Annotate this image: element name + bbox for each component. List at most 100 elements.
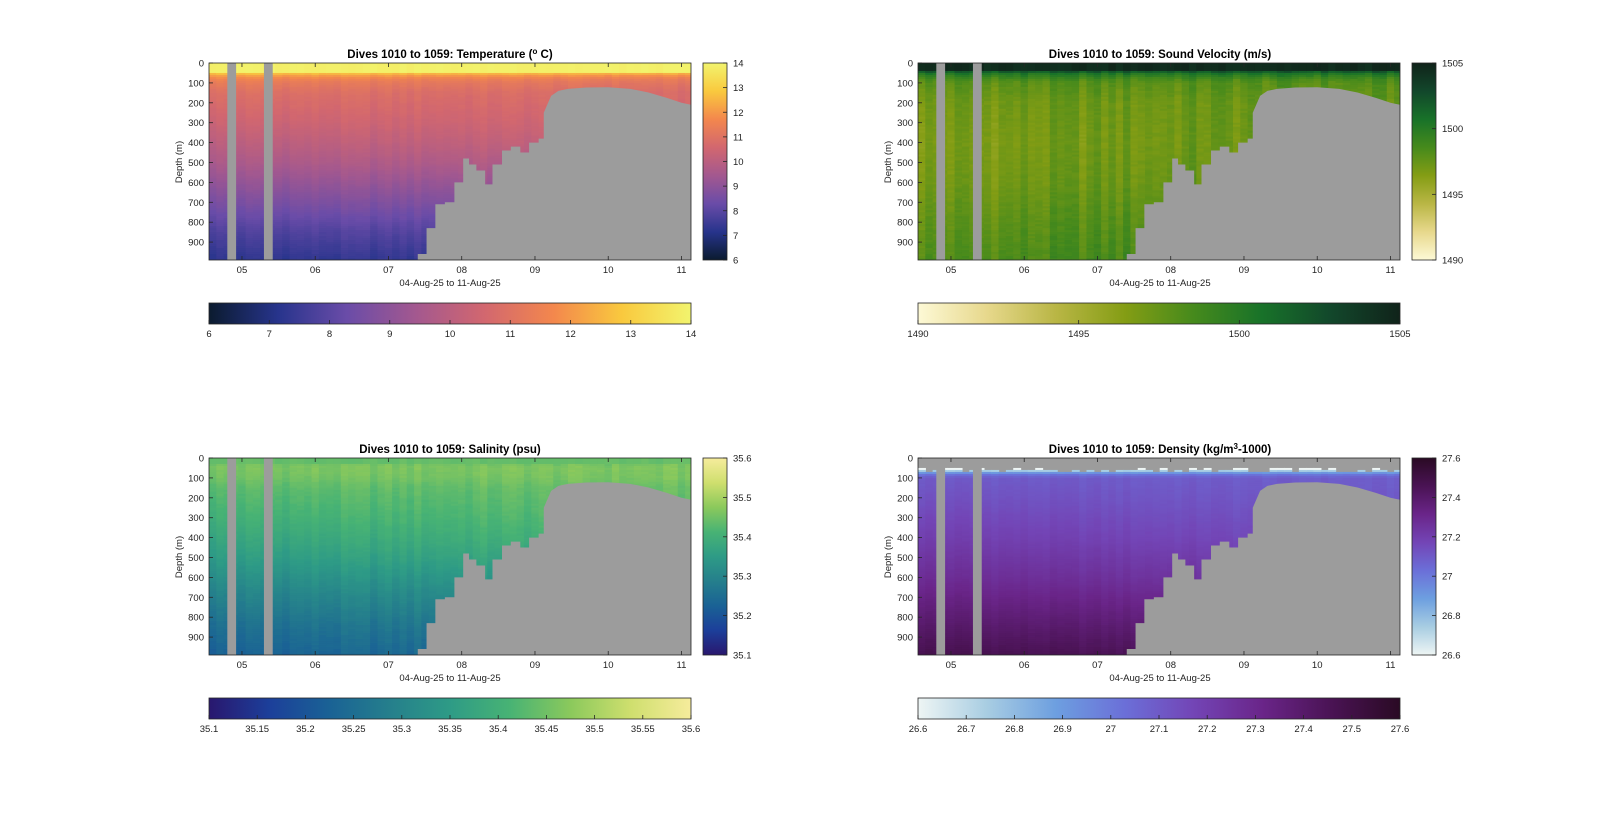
section-cell: [399, 84, 408, 88]
section-cell: [355, 92, 364, 96]
section-cell: [494, 68, 503, 72]
section-cell: [465, 94, 474, 98]
section-cell: [421, 238, 430, 241]
section-cell: [421, 172, 430, 176]
section-cell: [304, 192, 313, 195]
section-cell: [333, 176, 342, 180]
section-cell: [370, 158, 379, 162]
section-cell: [494, 74, 503, 78]
section-cell: [487, 80, 496, 84]
section-cell: [333, 172, 342, 176]
section-cell: [472, 92, 481, 96]
section-cell: [443, 104, 452, 108]
section-cell: [209, 242, 217, 245]
section-cell: [326, 244, 335, 247]
section-cell: [414, 250, 423, 253]
section-cell: [487, 182, 496, 185]
section-cell: [472, 158, 481, 162]
section-cell: [428, 100, 437, 104]
section-cell: [502, 100, 510, 104]
section-cell: [362, 222, 371, 225]
section-cell: [252, 226, 261, 229]
section-cell: [245, 76, 254, 80]
section-cell: [282, 172, 291, 176]
section-cell: [282, 142, 291, 146]
section-cell: [340, 192, 349, 195]
section-cell: [523, 106, 532, 110]
section-cell: [421, 210, 430, 213]
section-cell: [238, 216, 247, 219]
section-cell: [377, 136, 386, 140]
section-cell: [443, 106, 452, 110]
section-cell: [406, 256, 415, 259]
section-cell: [509, 66, 518, 70]
section-cell: [216, 238, 225, 241]
section-cell: [421, 192, 430, 195]
section-cell: [377, 212, 386, 215]
section-cell: [282, 84, 291, 88]
section-cell: [355, 122, 364, 126]
section-cell: [502, 72, 510, 76]
section-cell: [567, 78, 576, 82]
section-cell: [421, 94, 430, 98]
section-cell: [340, 88, 349, 92]
section-cell: [436, 110, 445, 114]
section-cell: [289, 210, 298, 213]
section-cell: [245, 126, 254, 130]
section-cell: [216, 122, 225, 126]
section-cell: [406, 162, 415, 166]
section-cell: [304, 142, 313, 146]
section-cell: [274, 78, 283, 82]
section-cell: [216, 164, 225, 168]
section-cell: [326, 168, 335, 172]
section-cell: [370, 182, 379, 185]
section-cell: [304, 238, 313, 241]
section-cell: [494, 82, 503, 86]
section-cell: [399, 192, 408, 195]
section-cell: [311, 158, 320, 162]
section-cell: [340, 244, 349, 247]
section-cell: [209, 70, 217, 74]
section-cell: [450, 178, 459, 181]
section-cell: [252, 198, 261, 201]
section-cell: [384, 110, 393, 114]
section-cell: [340, 176, 349, 180]
section-cell: [333, 78, 342, 82]
section-cell: [355, 174, 364, 178]
section-cell: [531, 82, 540, 86]
section-cell: [282, 228, 291, 231]
section-cell: [414, 64, 423, 68]
section-cell: [414, 68, 423, 72]
section-cell: [274, 224, 283, 227]
section-cell: [450, 180, 459, 183]
section-cell: [392, 134, 401, 138]
section-cell: [421, 186, 430, 189]
section-cell: [348, 68, 357, 72]
section-cell: [450, 176, 459, 180]
section-cell: [392, 90, 401, 94]
section-cell: [209, 116, 217, 120]
section-cell: [509, 86, 518, 90]
section-cell: [392, 66, 401, 70]
section-cell: [238, 224, 247, 227]
section-cell: [480, 110, 488, 114]
section-cell: [311, 176, 320, 180]
section-cell: [362, 96, 371, 100]
section-cell: [296, 162, 305, 166]
section-cell: [428, 212, 437, 215]
section-cell: [465, 68, 474, 72]
section-cell: [370, 118, 379, 122]
section-cell: [502, 66, 510, 70]
section-cell: [384, 196, 393, 199]
section-cell: [209, 182, 217, 185]
section-cell: [465, 102, 474, 106]
section-cell: [421, 162, 430, 166]
section-cell: [355, 200, 364, 203]
section-cell: [523, 66, 532, 70]
section-cell: [318, 188, 327, 191]
section-cell: [487, 84, 496, 88]
section-cell: [502, 106, 510, 110]
section-cell: [523, 63, 532, 66]
section-cell: [509, 63, 518, 66]
section-cell: [282, 68, 291, 72]
